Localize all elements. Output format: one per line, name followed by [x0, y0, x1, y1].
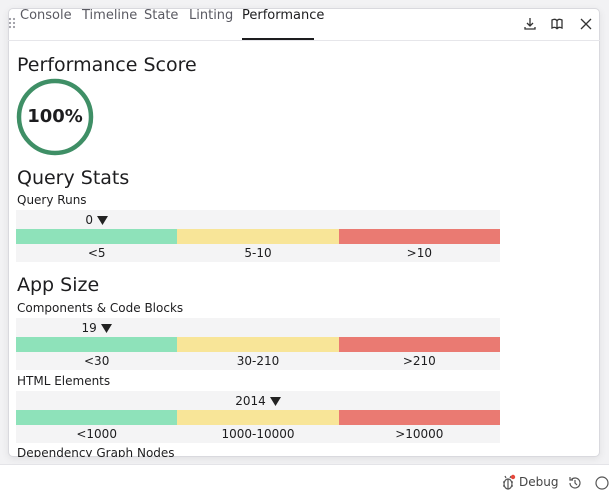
- range-label: <5: [87, 246, 106, 260]
- debug-icon[interactable]: [500, 474, 516, 491]
- score-circle: [16, 78, 94, 156]
- metric-name: Components & Code Blocks: [17, 301, 184, 315]
- panel-content: Performance Score 100% Query Stats Query Ru…: [8, 40, 600, 457]
- help-icon[interactable]: [594, 475, 609, 491]
- marker: 2014: [198, 391, 318, 410]
- active-tab-indicator: [242, 38, 314, 40]
- panel-actions: [524, 18, 592, 30]
- tab[interactable]: Console: [20, 8, 72, 23]
- download-icon[interactable]: [524, 18, 536, 30]
- marker-arrow: [269, 396, 281, 406]
- metric-value: 0: [85, 212, 93, 227]
- range-bar: [177, 410, 339, 425]
- tab[interactable]: Linting: [189, 8, 234, 23]
- range-label-row: [16, 425, 500, 443]
- metric-name: Query Runs: [17, 193, 87, 207]
- tab[interactable]: Performance: [242, 8, 325, 23]
- tab-bar: [8, 8, 600, 41]
- metric-name: HTML Elements: [17, 374, 111, 388]
- marker-row: [16, 391, 500, 410]
- docs-icon[interactable]: [551, 18, 563, 30]
- marker-arrow: [96, 215, 108, 225]
- section-title: Query Stats: [17, 167, 130, 189]
- metric-value: 19: [81, 320, 97, 335]
- marker: 19: [37, 318, 157, 337]
- tab[interactable]: Timeline: [82, 8, 138, 23]
- history-icon[interactable]: [567, 475, 583, 491]
- range-bar: [338, 337, 500, 352]
- debug-label[interactable]: Debug: [519, 475, 559, 489]
- range-bar: [16, 410, 178, 425]
- metric-name: Dependency Graph Nodes: [17, 446, 175, 457]
- status-bar: Debug: [0, 464, 609, 501]
- range-label: 30-210: [236, 354, 280, 368]
- marker: 0: [37, 210, 157, 229]
- range-bar: [338, 410, 500, 425]
- score-value: 100%: [27, 106, 83, 127]
- close-icon[interactable]: [580, 18, 592, 30]
- marker-row: [16, 318, 500, 337]
- range-bar: [338, 229, 500, 244]
- marker-arrow: [100, 323, 112, 333]
- range-label: >10000: [395, 427, 444, 441]
- range-label: 1000-10000: [221, 427, 295, 441]
- range-label: >210: [402, 354, 436, 368]
- range-label-row: [16, 352, 500, 370]
- range-bar: [177, 229, 339, 244]
- range-label: <30: [84, 354, 110, 368]
- metric-value: 2014: [235, 393, 266, 408]
- range-label-row: [16, 244, 500, 262]
- range-bar: [16, 229, 178, 244]
- score-ring: [16, 78, 94, 156]
- range-bar: [177, 337, 339, 352]
- tab[interactable]: State: [144, 8, 179, 23]
- range-label: 5-10: [244, 246, 272, 260]
- range-bar: [16, 337, 178, 352]
- drag-handle[interactable]: [8, 17, 16, 31]
- marker-row: [16, 210, 500, 229]
- section-title: App Size: [17, 274, 100, 296]
- score-title: Performance Score: [17, 54, 197, 76]
- range-label: <1000: [76, 427, 117, 441]
- range-label: >10: [406, 246, 432, 260]
